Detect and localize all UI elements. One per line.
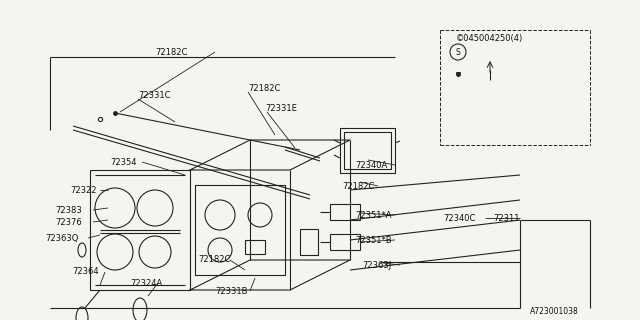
Text: 72351*A: 72351*A <box>355 211 392 220</box>
Text: 72383: 72383 <box>55 205 82 214</box>
Text: S: S <box>456 47 460 57</box>
Bar <box>344 132 391 169</box>
Text: 72182C: 72182C <box>248 84 280 92</box>
Text: 72354: 72354 <box>110 157 136 166</box>
Text: 72376: 72376 <box>55 218 82 227</box>
Text: 72364: 72364 <box>72 268 99 276</box>
Text: 72311: 72311 <box>493 213 520 222</box>
Bar <box>300 229 318 255</box>
Text: 72331E: 72331E <box>265 103 297 113</box>
Text: A723001038: A723001038 <box>530 308 579 316</box>
Bar <box>340 128 395 173</box>
Text: 72363J: 72363J <box>362 260 391 269</box>
Text: 72331B: 72331B <box>215 286 248 295</box>
Bar <box>90 170 190 290</box>
Text: 72182C: 72182C <box>342 181 374 190</box>
Text: 72340C: 72340C <box>443 213 476 222</box>
Text: 72324A: 72324A <box>130 278 163 287</box>
Text: 72363Q: 72363Q <box>45 234 78 243</box>
Bar <box>330 234 360 250</box>
Text: 72182C: 72182C <box>198 255 230 265</box>
Text: 72182C: 72182C <box>155 47 188 57</box>
Text: 72340A: 72340A <box>355 161 387 170</box>
Bar <box>330 204 360 220</box>
Text: 72351*B: 72351*B <box>355 236 392 244</box>
Text: 72331C: 72331C <box>138 91 170 100</box>
Text: 72322: 72322 <box>70 186 97 195</box>
Bar <box>195 185 285 275</box>
Text: ©045004250(4): ©045004250(4) <box>456 34 524 43</box>
Bar <box>245 240 265 254</box>
